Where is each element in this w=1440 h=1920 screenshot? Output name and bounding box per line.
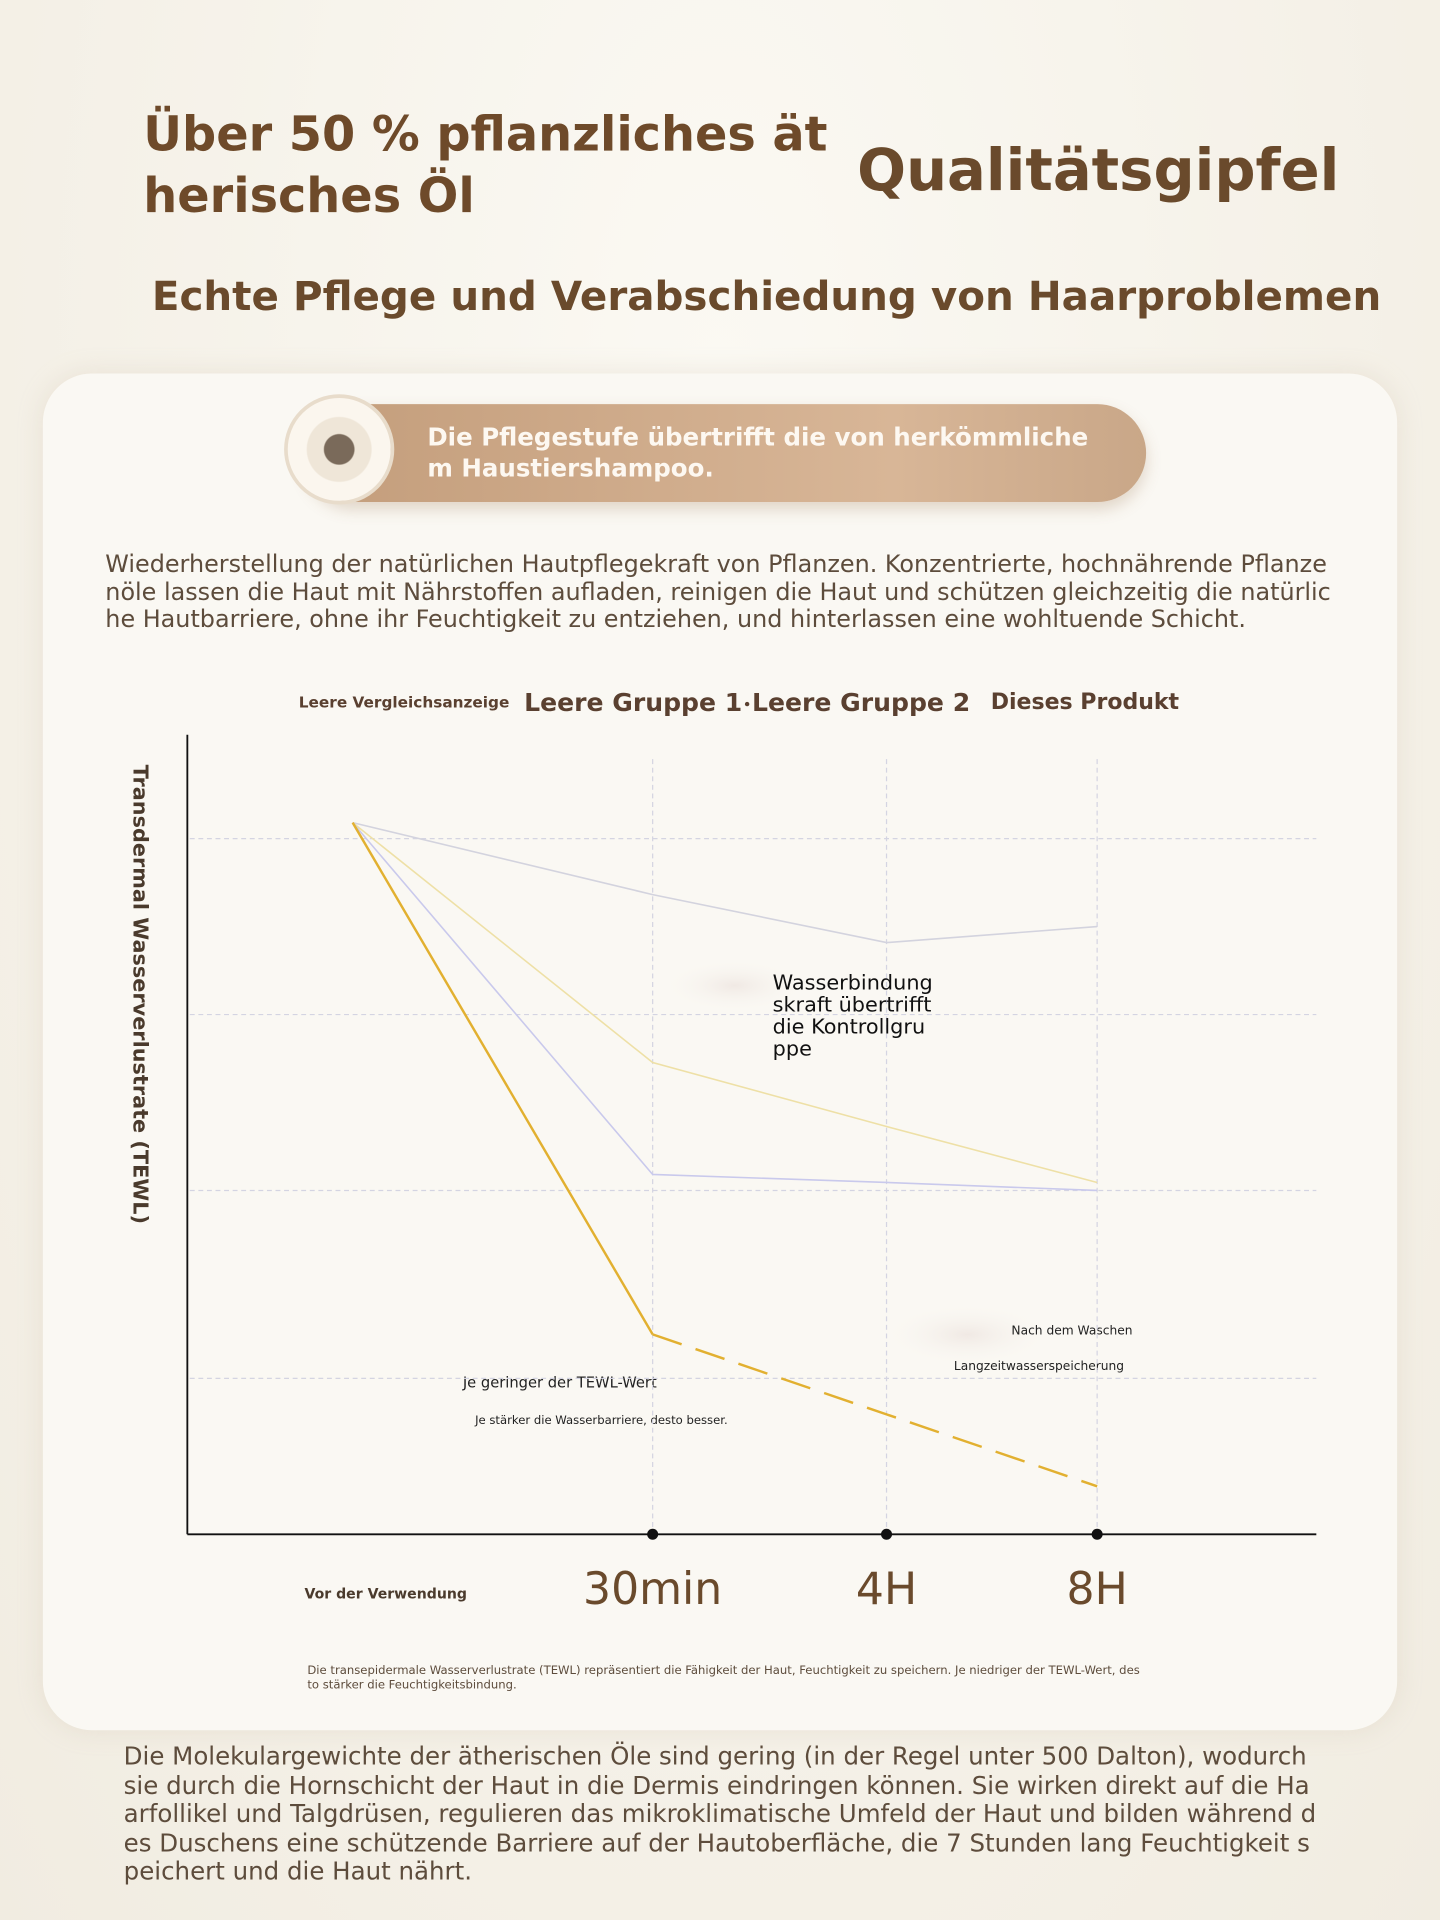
axis-dot [1091, 1528, 1103, 1540]
line-series [351, 822, 1098, 1488]
axis-dot [647, 1528, 659, 1540]
legend-entry: Leere Gruppe 2 [752, 688, 970, 717]
line-series [352, 822, 1098, 1184]
legend-separator [744, 701, 750, 707]
highlight [881, 1302, 1054, 1367]
badge-icon [284, 394, 395, 505]
legend-entry: Leere Vergleichsanzeige [299, 693, 510, 711]
badge-text: Die Pflegestufe übertrifft die von herkö… [427, 422, 1089, 483]
x-tick-label: 4H [856, 1564, 917, 1615]
line-series [352, 821, 1098, 944]
badge-pill [303, 404, 1147, 503]
quality-title: Qualitätsgipfel [857, 137, 1340, 205]
legend-entry: Dieses Produkt [991, 690, 1180, 715]
card [42, 373, 1398, 1731]
highlight [661, 958, 809, 1013]
subtitle: Echte Pflege und Verabschiedung von Haar… [151, 271, 1382, 320]
x-tick-label: 30min [583, 1564, 722, 1615]
x-tick-label: 8H [1067, 1564, 1128, 1615]
annotation: Je stärker die Wasserbarriere, desto bes… [474, 1413, 728, 1427]
intro-text: Wiederherstellung der natürlichen Hautpf… [105, 549, 1331, 634]
annotation: Je geringer der TEWL-Wert [462, 1375, 657, 1392]
x-tick-label: Vor der Verwendung [304, 1586, 467, 1602]
footnote: Die transepidermale Wasserverlustrate (T… [307, 1664, 1140, 1693]
axis-dot [881, 1528, 893, 1540]
title: Über 50 % pflanzliches ätherisches Öl [143, 107, 828, 225]
annotation: Nach dem Waschen [1011, 1324, 1132, 1338]
annotation: Langzeitwasserspeicherung [954, 1359, 1124, 1373]
body-text: Die Molekulargewichte der ätherischen Öl… [123, 1741, 1317, 1886]
legend-entry: Leere Gruppe 1 [524, 688, 742, 717]
line-series [352, 822, 1098, 1192]
y-axis-label: Transdermal Wasserverlustrate (TEWL) [129, 765, 153, 1224]
annotation: Wasserbindungskraft übertrifft die Kontr… [772, 971, 933, 1062]
